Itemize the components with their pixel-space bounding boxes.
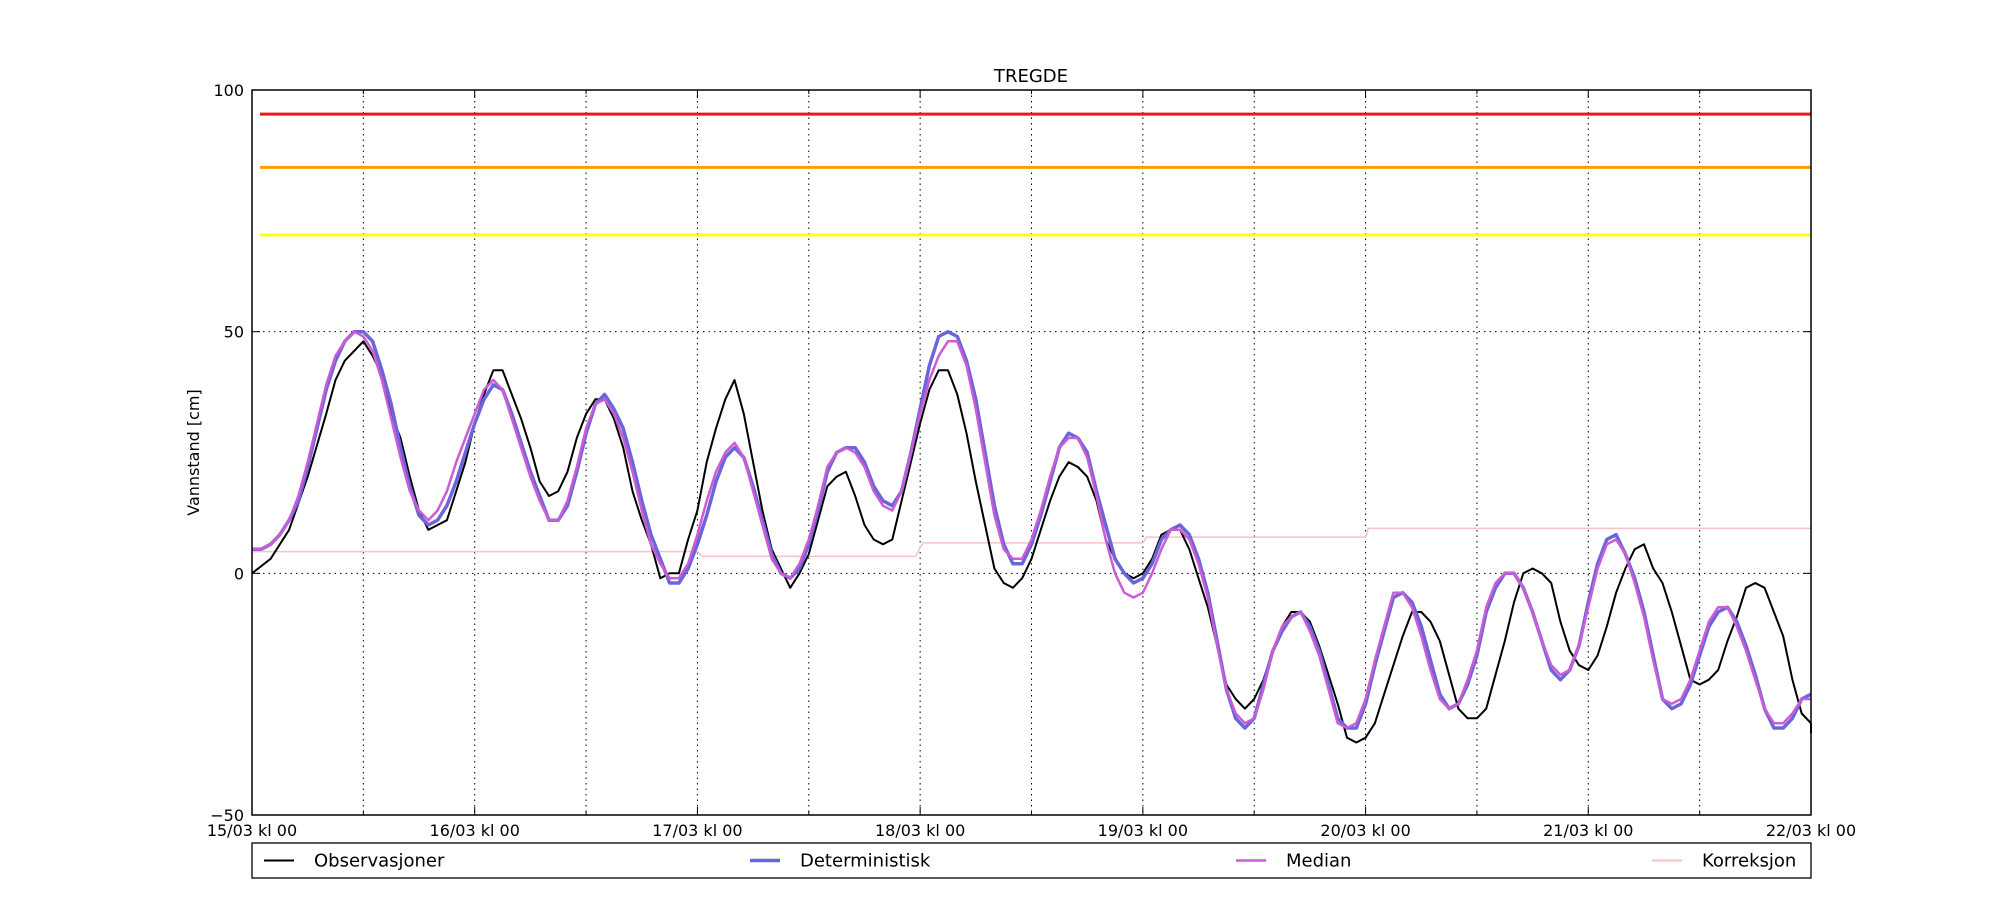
- y-tick-label-3: −50: [210, 806, 244, 825]
- legend-label-median: Median: [1286, 851, 1351, 872]
- series-layer: [251, 329, 1812, 744]
- x-tick-label-5: 20/03 kl 00: [1320, 821, 1410, 840]
- x-tick-label-1: 16/03 kl 00: [430, 821, 520, 840]
- y-tick-label-2: 0: [234, 564, 244, 583]
- x-tick-label-4: 19/03 kl 00: [1098, 821, 1188, 840]
- x-tick-label-3: 18/03 kl 00: [875, 821, 965, 840]
- legend-label-deterministisk: Deterministisk: [800, 851, 931, 872]
- grid-layer: [252, 90, 1811, 815]
- y-axis-label: Vannstand [cm]: [184, 389, 203, 515]
- legend: Observasjoner Deterministisk Median Korreks…: [251, 842, 1812, 879]
- legend-box: [251, 842, 1812, 879]
- series-line-deterministisk: [252, 329, 1812, 730]
- threshold-layer: [260, 112, 1811, 237]
- x-tick-label-6: 21/03 kl 00: [1543, 821, 1633, 840]
- x-tick-label-2: 17/03 kl 00: [652, 821, 742, 840]
- x-tick-label-7: 22/03 kl 00: [1766, 821, 1856, 840]
- legend-label-korreksjon: Korreksjon: [1702, 851, 1796, 872]
- y-tick-label-0: 100: [213, 81, 244, 100]
- legend-label-observasjoner: Observasjoner: [314, 851, 445, 872]
- chart-title: TREGDE: [993, 66, 1068, 87]
- series-line-observasjoner: [251, 340, 1812, 744]
- x-tick-label-0: 15/03 kl 00: [207, 821, 297, 840]
- y-tick-label-1: 50: [224, 323, 244, 342]
- series-line-median: [252, 330, 1811, 730]
